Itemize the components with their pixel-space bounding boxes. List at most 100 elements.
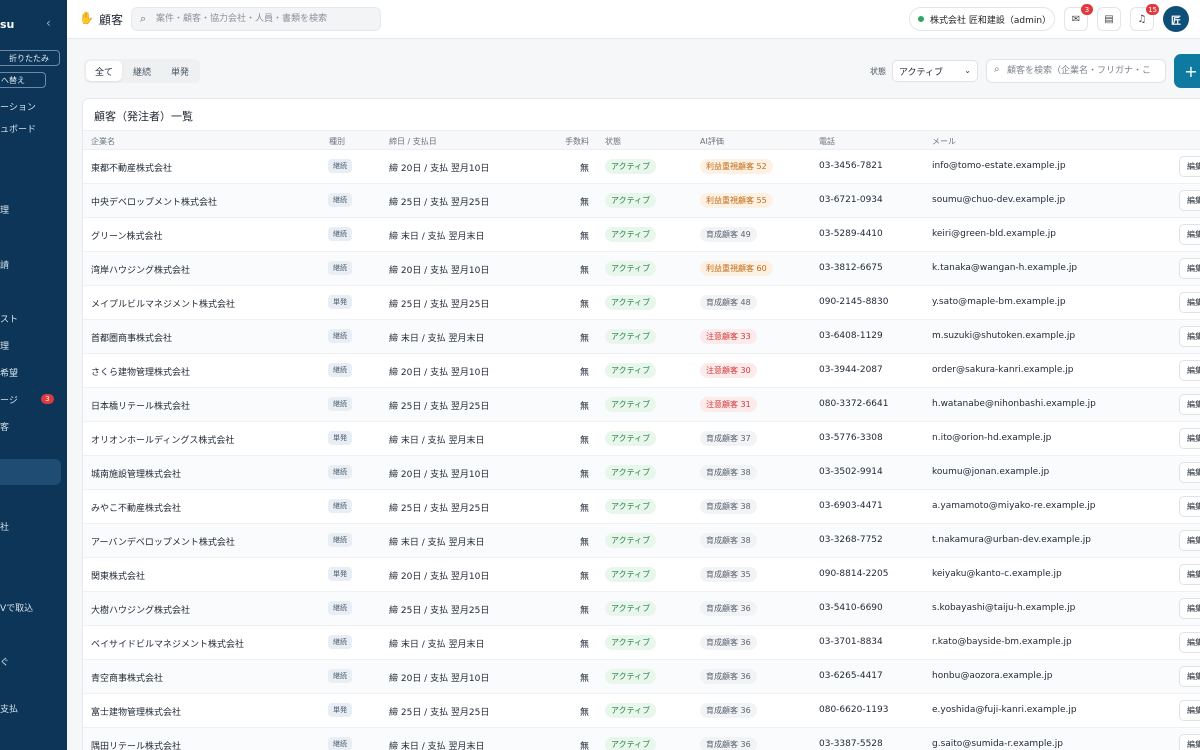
col-header-status: 状態 xyxy=(605,137,621,146)
sidebar-item-misc[interactable]: ぐ xyxy=(0,658,10,668)
edit-button[interactable]: 編集 xyxy=(1179,632,1200,653)
company-selector[interactable]: 株式会社 匠和建設（admin） xyxy=(909,7,1055,31)
company-name-cell[interactable]: 東都不動産株式会社 xyxy=(91,164,173,174)
edit-button[interactable]: 編集 xyxy=(1179,530,1200,551)
table-row[interactable]: グリーン株式会社 継続 締 末日 / 支払 翌月末日 無 アクティブ 育成顧客 49 03-… xyxy=(83,218,1200,252)
edit-button[interactable]: 編集 xyxy=(1179,428,1200,449)
company-name-cell[interactable]: 湾岸ハウジング株式会社 xyxy=(91,266,191,276)
sidebar-item-payment[interactable]: 支払 xyxy=(0,705,19,715)
edit-button[interactable]: 編集 xyxy=(1179,700,1200,721)
notification-button[interactable]: ♫ 15 xyxy=(1130,4,1159,31)
company-name-cell[interactable]: 関東株式会社 xyxy=(91,572,146,582)
sidebar-item-admin[interactable]: 理 xyxy=(0,342,10,352)
table-row[interactable]: 富士建物管理株式会社 単発 締 25日 / 支払 翌月25日 無 アクティブ 育成顧客 3… xyxy=(83,694,1200,728)
sidebar-item-customer[interactable]: 客 xyxy=(0,423,10,433)
table-row[interactable]: 関東株式会社 単発 締 20日 / 支払 翌月10日 無 アクティブ 育成顧客 35 090… xyxy=(83,558,1200,592)
type-badge: 継続 xyxy=(328,533,352,547)
company-name-cell[interactable]: グリーン株式会社 xyxy=(91,232,163,242)
billing-cycle-cell: 締 末日 / 支払 翌月末日 xyxy=(389,436,485,446)
status-filter-label: 状態 xyxy=(870,67,886,76)
company-name-cell[interactable]: 首都圏商事株式会社 xyxy=(91,334,173,344)
sidebar-item-navigation[interactable]: ーション xyxy=(0,103,36,113)
company-name-cell[interactable]: 日本橋リテール株式会社 xyxy=(91,402,191,412)
company-name-cell[interactable]: アーバンデベロップメント株式会社 xyxy=(91,538,235,548)
table-row[interactable]: 中央デベロップメント株式会社 継続 締 25日 / 支払 翌月25日 無 アクティブ 利益… xyxy=(83,184,1200,218)
table-row[interactable]: 湾岸ハウジング株式会社 継続 締 20日 / 支払 翌月10日 無 アクティブ 利益重視顧… xyxy=(83,252,1200,286)
company-name-cell[interactable]: 青空商事株式会社 xyxy=(91,674,164,684)
company-name-cell[interactable]: 城南施設管理株式会社 xyxy=(91,470,182,480)
edit-button[interactable]: 編集 xyxy=(1179,462,1200,483)
sidebar-switch-button[interactable]: へ替え xyxy=(0,72,46,88)
global-search-input[interactable] xyxy=(156,10,376,28)
clipboard-button[interactable]: ▤ xyxy=(1097,7,1121,31)
phone-cell: 080-6620-1193 xyxy=(819,705,889,715)
table-row[interactable]: 首都圏商事株式会社 継続 締 末日 / 支払 翌月末日 無 アクティブ 注意顧客 33 03… xyxy=(83,320,1200,354)
sidebar-item-messages[interactable]: ージ xyxy=(0,396,18,406)
type-badge: 継続 xyxy=(328,363,352,377)
company-name-cell[interactable]: 富士建物管理株式会社 xyxy=(91,708,182,718)
mail-button[interactable]: ✉ 3 xyxy=(1064,4,1093,31)
table-row[interactable]: アーバンデベロップメント株式会社 継続 締 末日 / 支払 翌月末日 無 アクティブ 育成… xyxy=(83,524,1200,558)
phone-cell: 03-3387-5528 xyxy=(819,739,883,749)
edit-button[interactable]: 編集 xyxy=(1179,666,1200,687)
edit-button[interactable]: 編集 xyxy=(1179,156,1200,177)
company-name-cell[interactable]: オリオンホールディングス株式会社 xyxy=(91,436,235,446)
sidebar-item-csv-import[interactable]: Vで取込 xyxy=(0,604,34,614)
table-row[interactable]: メイプルビルマネジメント株式会社 単発 締 25日 / 支払 翌月25日 無 アクティブ… xyxy=(83,286,1200,320)
edit-button[interactable]: 編集 xyxy=(1179,190,1200,211)
col-header-email: メール xyxy=(932,137,956,146)
avatar[interactable]: 匠 xyxy=(1163,6,1189,32)
edit-button[interactable]: 編集 xyxy=(1179,326,1200,347)
table-row[interactable]: 城南施設管理株式会社 継続 締 20日 / 支払 翌月10日 無 アクティブ 育成顧客 3… xyxy=(83,456,1200,490)
company-name-cell[interactable]: みやこ不動産株式会社 xyxy=(91,504,182,514)
sidebar-item-company[interactable]: 社 xyxy=(0,523,10,533)
add-customer-button[interactable]: + xyxy=(1174,54,1200,88)
edit-button[interactable]: 編集 xyxy=(1179,360,1200,381)
table-row[interactable]: 東都不動産株式会社 継続 締 20日 / 支払 翌月10日 無 アクティブ 利益重視顧客 … xyxy=(83,150,1200,184)
table-row[interactable]: オリオンホールディングス株式会社 単発 締 末日 / 支払 翌月末日 無 アクティブ 育成… xyxy=(83,422,1200,456)
company-name-cell[interactable]: ベイサイドビルマネジメント株式会社 xyxy=(91,640,245,650)
sidebar-item-requests[interactable]: 希望 xyxy=(0,369,19,379)
edit-button[interactable]: 編集 xyxy=(1179,496,1200,517)
fee-cell: 無 xyxy=(580,266,590,276)
table-row[interactable]: 大樹ハウジング株式会社 継続 締 25日 / 支払 翌月25日 無 アクティブ 育成顧客 … xyxy=(83,592,1200,626)
company-name-cell[interactable]: さくら建物管理株式会社 xyxy=(91,368,191,378)
edit-button[interactable]: 編集 xyxy=(1179,292,1200,313)
status-filter-select[interactable]: アクティブ ⌄ xyxy=(892,60,978,82)
sidebar-collapse-button[interactable]: 折りたたみ xyxy=(0,50,60,66)
sidebar-brand: su xyxy=(0,18,15,31)
type-badge: 継続 xyxy=(328,465,352,479)
chevron-left-icon[interactable]: ‹ xyxy=(46,16,51,30)
edit-button[interactable]: 編集 xyxy=(1179,564,1200,585)
table-row[interactable]: 隅田リテール株式会社 継続 締 末日 / 支払 翌月末日 無 アクティブ 育成顧客 36 0… xyxy=(83,728,1200,750)
sidebar-item-dashboard[interactable]: ュボード xyxy=(0,125,37,135)
tab-continuous[interactable]: 継続 xyxy=(133,67,152,78)
customer-search-input[interactable] xyxy=(1007,63,1163,79)
company-name-cell[interactable]: 大樹ハウジング株式会社 xyxy=(91,606,191,616)
sidebar-item-management[interactable]: 理 xyxy=(0,206,10,216)
company-name-cell[interactable]: 隅田リテール株式会社 xyxy=(91,742,182,750)
global-search[interactable]: ⌕ xyxy=(131,7,381,31)
edit-button[interactable]: 編集 xyxy=(1179,598,1200,619)
table-row[interactable]: みやこ不動産株式会社 継続 締 25日 / 支払 翌月25日 無 アクティブ 育成顧客 3… xyxy=(83,490,1200,524)
edit-button[interactable]: 編集 xyxy=(1179,224,1200,245)
edit-button[interactable]: 編集 xyxy=(1179,258,1200,279)
tab-all[interactable]: 全て xyxy=(86,61,123,81)
ai-rating-badge: 育成顧客 38 xyxy=(700,499,757,514)
table-row[interactable]: 青空商事株式会社 継続 締 20日 / 支払 翌月10日 無 アクティブ 育成顧客 36 0… xyxy=(83,660,1200,694)
edit-button[interactable]: 編集 xyxy=(1179,394,1200,415)
tab-oneoff[interactable]: 単発 xyxy=(171,67,190,78)
sidebar-item-billing[interactable]: 請 xyxy=(0,261,10,271)
table-row[interactable]: 日本橋リテール株式会社 継続 締 25日 / 支払 翌月25日 無 アクティブ 注意顧客 … xyxy=(83,388,1200,422)
table-row[interactable]: ベイサイドビルマネジメント株式会社 継続 締 末日 / 支払 翌月末日 無 アクティブ 育… xyxy=(83,626,1200,660)
customer-search[interactable]: ⌕ xyxy=(986,59,1166,83)
table-header: 企業名 種別 締日 / 支払日 手数料 状態 AI評価 電話 メール xyxy=(83,130,1200,150)
notification-count-badge: 15 xyxy=(1146,4,1159,15)
table-row[interactable]: さくら建物管理株式会社 継続 締 20日 / 支払 翌月10日 無 アクティブ 注意顧客 … xyxy=(83,354,1200,388)
company-name-cell[interactable]: 中央デベロップメント株式会社 xyxy=(91,198,218,208)
company-name-cell[interactable]: メイプルビルマネジメント株式会社 xyxy=(91,300,236,310)
sidebar-item-list[interactable]: スト xyxy=(0,315,19,325)
edit-button[interactable]: 編集 xyxy=(1179,734,1200,750)
status-filter-value: アクティブ xyxy=(899,67,944,78)
fee-cell: 無 xyxy=(580,640,590,650)
